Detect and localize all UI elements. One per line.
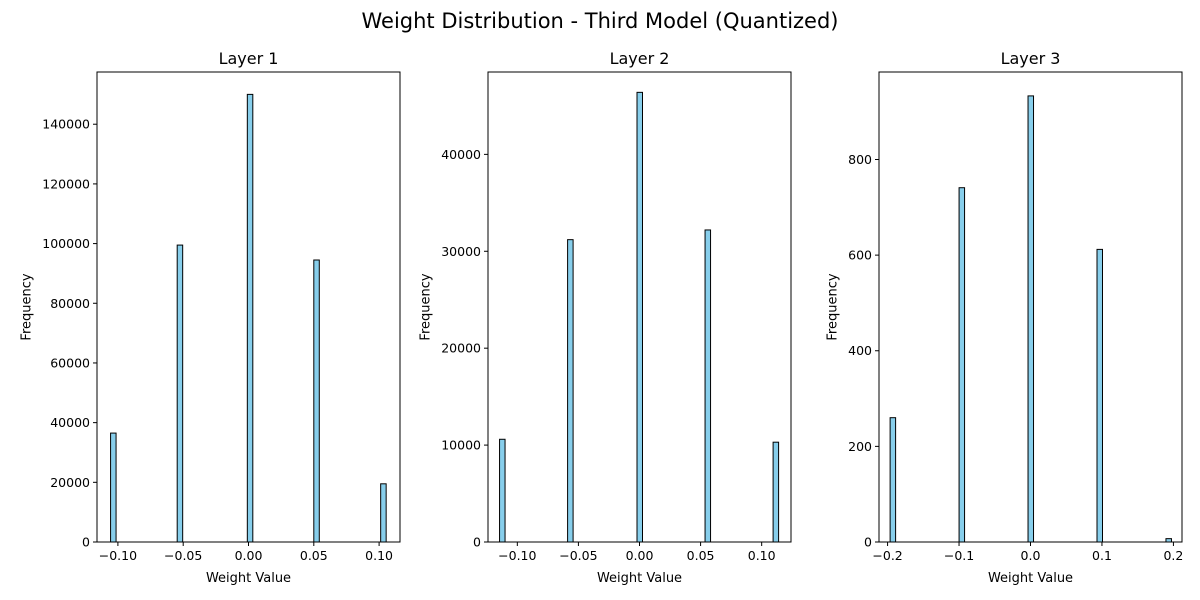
panel-1-ytick-label: 80000 xyxy=(50,296,90,311)
panel-1-xlabel: Weight Value xyxy=(206,571,291,586)
panel-2-title: Layer 2 xyxy=(610,49,670,68)
panel-3-ytick-label: 0 xyxy=(864,535,872,550)
figure-title: Weight Distribution - Third Model (Quant… xyxy=(362,9,839,33)
panel-1-ytick-label: 0 xyxy=(82,535,90,550)
panel-1-bar-5 xyxy=(380,483,387,543)
panel-2-bar-3 xyxy=(636,91,643,543)
panel-2-bar-5 xyxy=(772,441,780,543)
panel-2-ytick-label: 0 xyxy=(473,535,481,550)
panel-1-ytick-label: 40000 xyxy=(50,415,90,430)
panel-1-title: Layer 1 xyxy=(219,49,279,68)
panel-1-ytick-label: 100000 xyxy=(42,236,90,251)
panel-2-ytick-label: 30000 xyxy=(441,244,481,259)
panel-2-ytick-label: 40000 xyxy=(441,147,481,162)
panel-2-ylabel: Frequency xyxy=(419,273,434,340)
panel-3-title: Layer 3 xyxy=(1001,49,1061,68)
panel-2-bar-1 xyxy=(499,438,506,543)
panel-2-bar-4 xyxy=(704,229,712,543)
panel-3-xtick-label: −0.1 xyxy=(944,548,974,563)
panel-2-xtick-label: −0.05 xyxy=(559,548,597,563)
panel-2-xtick-label: 0.05 xyxy=(687,548,715,563)
panel-3-ytick-label: 800 xyxy=(848,152,872,167)
panel-3-xtick-label: 0.2 xyxy=(1163,548,1183,563)
panel-1-bar-2 xyxy=(176,244,184,543)
panel-1-bar-1 xyxy=(110,432,117,543)
panel-2-bar-2 xyxy=(567,239,574,543)
panel-3-ytick-label: 200 xyxy=(848,439,872,454)
panel-3-bar-4 xyxy=(1096,248,1103,543)
panel-2-ytick-label: 10000 xyxy=(441,438,481,453)
panel-3-bar-1 xyxy=(889,417,897,543)
panel-1-xtick-label: −0.10 xyxy=(99,548,137,563)
panel-2-xlabel: Weight Value xyxy=(597,571,682,586)
panel-1-xtick-label: 0.00 xyxy=(235,548,263,563)
panel-3-ytick-label: 600 xyxy=(848,248,872,263)
panel-3-bar-5 xyxy=(1165,538,1172,543)
panel-1-xtick-label: 0.05 xyxy=(300,548,328,563)
panel-3-bar-3 xyxy=(1027,95,1035,543)
panel-1-bar-4 xyxy=(313,259,320,543)
panel-1-ytick-label: 20000 xyxy=(50,475,90,490)
panel-3-bar-2 xyxy=(958,187,966,543)
panel-1-ytick-label: 60000 xyxy=(50,355,90,370)
panel-2-ytick-label: 20000 xyxy=(441,341,481,356)
panel-3-ylabel: Frequency xyxy=(825,273,840,340)
panel-1-ytick-label: 140000 xyxy=(42,117,90,132)
panel-2-xtick-label: −0.10 xyxy=(498,548,536,563)
panel-3-xlabel: Weight Value xyxy=(988,571,1073,586)
panel-1-ylabel: Frequency xyxy=(20,273,35,340)
panel-1-bar-3 xyxy=(246,93,254,543)
panel-1: −0.10 −0.05 0.00 0.05 0.10 0 20000 40000 60000 80… xyxy=(20,49,401,586)
panels: −0.10 −0.05 0.00 0.05 0.10020000400006000080… xyxy=(20,49,1184,586)
panel-1-ytick-label: 120000 xyxy=(42,176,90,191)
panel-3: −0.2 −0.1 0.0 0.1 0.2 0 200 400 600 800 Layer 3 Wei… xyxy=(825,49,1183,586)
panel-3-ytick-label: 400 xyxy=(848,343,872,358)
panel-2: −0.10 −0.05 0.00 0.05 0.10 0 10000 20000 30000 40… xyxy=(419,49,792,586)
panel-3-xtick-label: 0.1 xyxy=(1092,548,1112,563)
panel-2-xtick-label: 0.00 xyxy=(626,548,654,563)
panel-1-xtick-label: 0.10 xyxy=(365,548,393,563)
panel-3-xtick-label: −0.2 xyxy=(872,548,902,563)
panel-3-xtick-label: 0.0 xyxy=(1021,548,1041,563)
panel-2-xtick-label: 0.10 xyxy=(748,548,776,563)
panel-1-xtick-label: −0.05 xyxy=(164,548,202,563)
